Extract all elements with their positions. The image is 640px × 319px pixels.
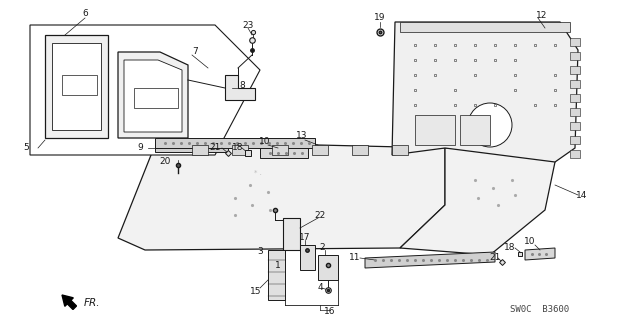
- Polygon shape: [52, 43, 101, 130]
- Polygon shape: [392, 145, 408, 155]
- Polygon shape: [225, 75, 255, 100]
- Polygon shape: [570, 136, 580, 144]
- Polygon shape: [400, 145, 555, 255]
- Text: 16: 16: [324, 308, 336, 316]
- Text: 8: 8: [239, 80, 245, 90]
- Polygon shape: [192, 145, 208, 155]
- Circle shape: [468, 103, 512, 147]
- Text: 14: 14: [576, 190, 588, 199]
- Polygon shape: [525, 248, 555, 260]
- Text: 20: 20: [159, 158, 171, 167]
- Text: 6: 6: [82, 10, 88, 19]
- Text: 11: 11: [349, 254, 361, 263]
- Text: 22: 22: [314, 211, 326, 219]
- Polygon shape: [570, 80, 580, 88]
- Polygon shape: [272, 145, 288, 155]
- Polygon shape: [570, 38, 580, 46]
- Text: SW0C  B3600: SW0C B3600: [511, 306, 570, 315]
- Text: 7: 7: [192, 48, 198, 56]
- Polygon shape: [232, 145, 248, 155]
- Polygon shape: [283, 218, 300, 250]
- Polygon shape: [400, 22, 570, 32]
- Text: 18: 18: [232, 144, 244, 152]
- Polygon shape: [118, 52, 188, 138]
- Polygon shape: [318, 255, 338, 280]
- Polygon shape: [124, 60, 182, 132]
- Text: 4: 4: [317, 284, 323, 293]
- Text: 2: 2: [319, 243, 325, 253]
- Text: 1: 1: [275, 261, 281, 270]
- Text: 13: 13: [296, 130, 308, 139]
- Polygon shape: [392, 22, 578, 162]
- Polygon shape: [30, 25, 260, 155]
- Polygon shape: [570, 66, 580, 74]
- Polygon shape: [460, 115, 490, 145]
- Polygon shape: [300, 245, 315, 270]
- Polygon shape: [415, 115, 455, 145]
- Text: 17: 17: [300, 233, 311, 241]
- Text: 15: 15: [250, 287, 262, 296]
- Polygon shape: [312, 145, 328, 155]
- Polygon shape: [570, 52, 580, 60]
- Text: 19: 19: [374, 13, 386, 23]
- Text: 21: 21: [490, 253, 500, 262]
- Text: 10: 10: [524, 238, 536, 247]
- Polygon shape: [365, 252, 495, 268]
- Text: 9: 9: [137, 144, 143, 152]
- Polygon shape: [570, 94, 580, 102]
- Text: 12: 12: [536, 11, 548, 19]
- Polygon shape: [260, 148, 308, 158]
- Polygon shape: [45, 35, 108, 138]
- Polygon shape: [155, 142, 228, 152]
- Text: 5: 5: [23, 144, 29, 152]
- Polygon shape: [134, 88, 178, 108]
- Text: 23: 23: [243, 20, 253, 29]
- Polygon shape: [570, 122, 580, 130]
- Polygon shape: [570, 108, 580, 116]
- Polygon shape: [268, 250, 285, 300]
- Polygon shape: [352, 145, 368, 155]
- Polygon shape: [570, 150, 580, 158]
- Polygon shape: [118, 145, 445, 250]
- Text: 18: 18: [504, 242, 516, 251]
- Text: * .: * .: [254, 170, 262, 176]
- Text: 3: 3: [257, 248, 263, 256]
- Text: 10: 10: [259, 137, 271, 146]
- FancyArrow shape: [62, 295, 77, 309]
- Polygon shape: [62, 75, 97, 95]
- Text: 21: 21: [209, 144, 221, 152]
- Polygon shape: [155, 138, 315, 148]
- Text: FR.: FR.: [84, 298, 100, 308]
